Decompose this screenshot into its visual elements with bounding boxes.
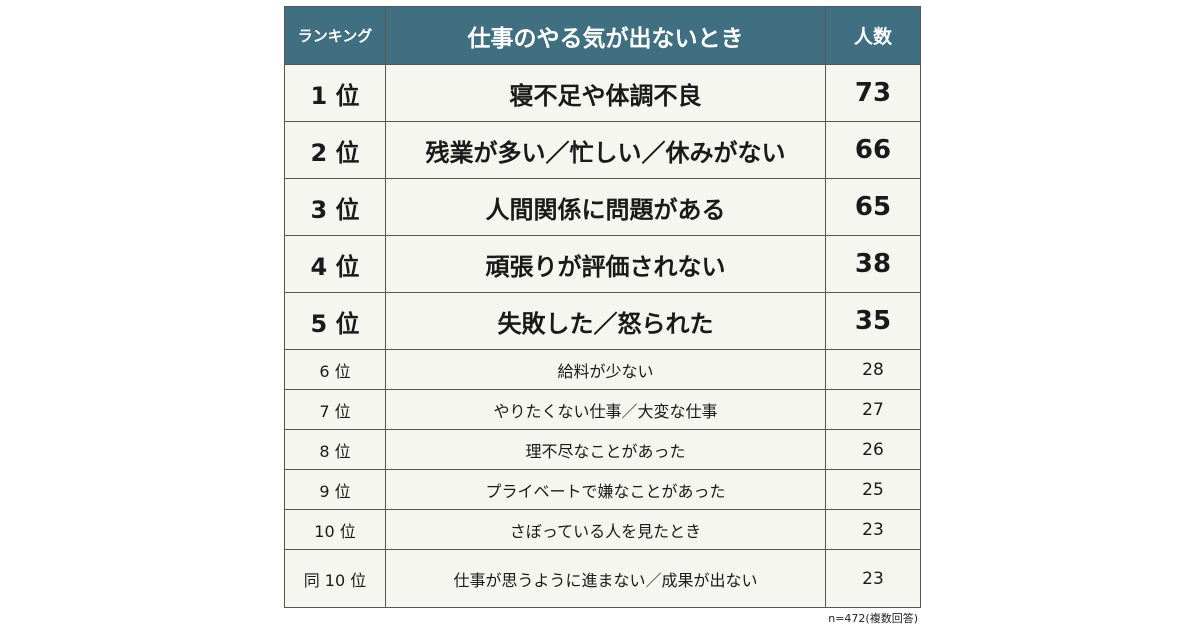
header-count: 人数 [825,6,921,65]
table-header-row: ランキング 仕事のやる気が出ないとき 人数 [284,6,921,65]
rank-cell: 7 位 [284,389,386,430]
item-cell: 失敗した／怒られた [385,292,826,350]
rank-cell: 6 位 [284,349,386,390]
table-row: 5 位 失敗した／怒られた 35 [284,292,921,350]
rank-cell: 3 位 [284,178,386,236]
header-rank: ランキング [284,6,386,65]
item-cell: 仕事が思うように進まない／成果が出ない [385,549,826,608]
item-cell: 頑張りが評価されない [385,235,826,293]
count-cell: 26 [825,429,921,470]
count-cell: 65 [825,178,921,236]
rank-cell: 8 位 [284,429,386,470]
item-cell: 給料が少ない [385,349,826,390]
ranking-table-container: ランキング 仕事のやる気が出ないとき 人数 1 位 寝不足や体調不良 73 2 … [284,6,921,626]
rank-cell: 9 位 [284,469,386,510]
item-cell: 残業が多い／忙しい／休みがない [385,121,826,179]
table-row: 9 位 プライベートで嫌なことがあった 25 [284,469,921,510]
table-row: 7 位 やりたくない仕事／大変な仕事 27 [284,389,921,430]
header-title: 仕事のやる気が出ないとき [385,6,826,65]
item-cell: さぼっている人を見たとき [385,509,826,550]
table-row: 2 位 残業が多い／忙しい／休みがない 66 [284,121,921,179]
item-cell: 理不尽なことがあった [385,429,826,470]
table-row: 10 位 さぼっている人を見たとき 23 [284,509,921,550]
count-cell: 73 [825,64,921,122]
count-cell: 28 [825,349,921,390]
rank-cell: 4 位 [284,235,386,293]
table-row: 4 位 頑張りが評価されない 38 [284,235,921,293]
count-cell: 23 [825,509,921,550]
count-cell: 27 [825,389,921,430]
count-cell: 66 [825,121,921,179]
table-row: 3 位 人間関係に問題がある 65 [284,178,921,236]
count-cell: 35 [825,292,921,350]
count-cell: 23 [825,549,921,608]
sample-size-note: n=472(複数回答) [828,612,918,625]
table-row: 8 位 理不尽なことがあった 26 [284,429,921,470]
rank-cell: 2 位 [284,121,386,179]
rank-cell: 1 位 [284,64,386,122]
table-row: 6 位 給料が少ない 28 [284,349,921,390]
item-cell: プライベートで嫌なことがあった [385,469,826,510]
rank-cell: 10 位 [284,509,386,550]
rank-cell: 5 位 [284,292,386,350]
rank-cell: 同 10 位 [284,549,386,608]
ranking-table: ランキング 仕事のやる気が出ないとき 人数 1 位 寝不足や体調不良 73 2 … [284,6,921,608]
count-cell: 25 [825,469,921,510]
item-cell: 人間関係に問題がある [385,178,826,236]
table-row: 同 10 位 仕事が思うように進まない／成果が出ない 23 [284,549,921,608]
item-cell: やりたくない仕事／大変な仕事 [385,389,826,430]
item-cell: 寝不足や体調不良 [385,64,826,122]
table-row: 1 位 寝不足や体調不良 73 [284,64,921,122]
count-cell: 38 [825,235,921,293]
